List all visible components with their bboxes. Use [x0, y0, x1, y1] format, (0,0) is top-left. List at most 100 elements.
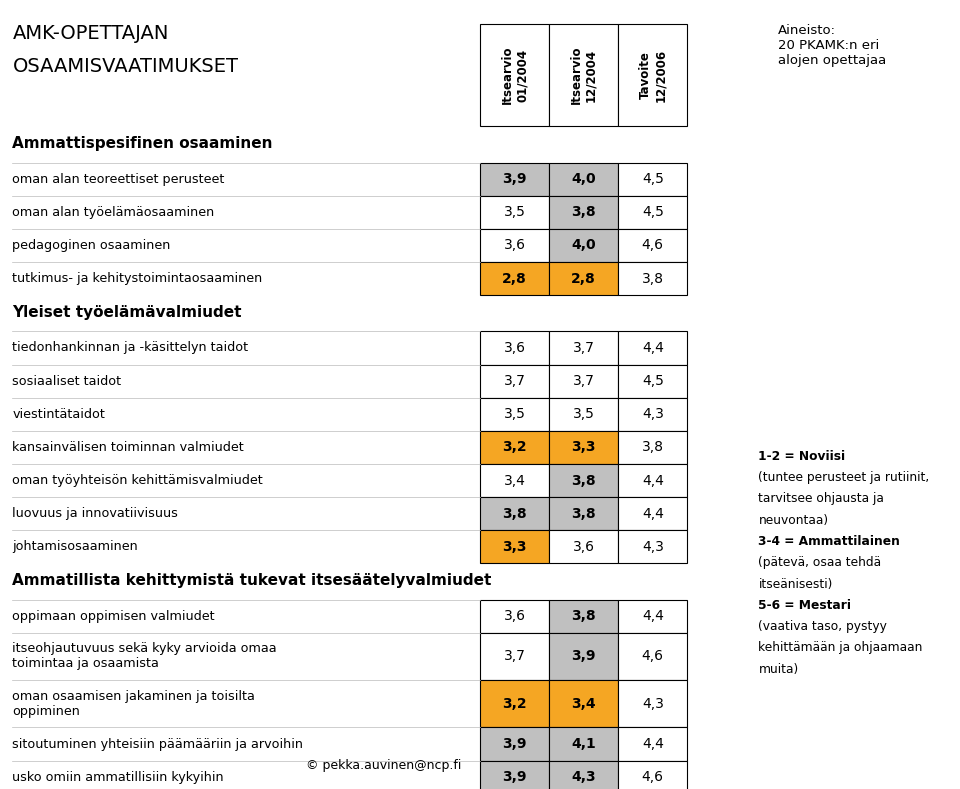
Text: 3,6: 3,6 [573, 540, 594, 554]
Bar [480, 431, 549, 464]
Text: 4,0: 4,0 [571, 238, 596, 252]
Text: oman työyhteisön kehittämisvalmiudet: oman työyhteisön kehittämisvalmiudet [12, 474, 263, 487]
Text: 4,4: 4,4 [642, 507, 663, 521]
Text: 3,8: 3,8 [502, 507, 527, 521]
Text: sosiaaliset taidot: sosiaaliset taidot [12, 375, 122, 387]
Text: 3,4: 3,4 [504, 473, 525, 488]
Bar [480, 680, 549, 727]
Bar [480, 530, 549, 563]
Bar [549, 761, 618, 789]
Text: 3,7: 3,7 [504, 649, 525, 664]
Bar [549, 365, 618, 398]
Bar [618, 365, 687, 398]
Text: oppimaan oppimisen valmiudet: oppimaan oppimisen valmiudet [12, 610, 215, 623]
Text: pedagoginen osaaminen: pedagoginen osaaminen [12, 239, 171, 252]
Text: 4,6: 4,6 [642, 649, 663, 664]
Text: Aineisto:
20 PKAMK:n eri
alojen opettajaa: Aineisto: 20 PKAMK:n eri alojen opettaja… [778, 24, 886, 66]
Text: 3,6: 3,6 [504, 238, 525, 252]
Text: 3,5: 3,5 [504, 205, 525, 219]
Text: 3,8: 3,8 [571, 205, 596, 219]
Bar [480, 24, 549, 126]
Bar [549, 24, 618, 126]
Bar [480, 633, 549, 680]
Text: 4,6: 4,6 [642, 770, 663, 784]
Bar [618, 600, 687, 633]
Text: 4,5: 4,5 [642, 374, 663, 388]
Text: 3,3: 3,3 [571, 440, 596, 454]
Text: tutkimus- ja kehitystoimintaosaaminen: tutkimus- ja kehitystoimintaosaaminen [12, 272, 263, 285]
Text: oman osaamisen jakaminen ja toisilta
oppiminen: oman osaamisen jakaminen ja toisilta opp… [12, 690, 255, 718]
Text: oman alan teoreettiset perusteet: oman alan teoreettiset perusteet [12, 173, 225, 185]
Text: 3,8: 3,8 [642, 271, 663, 286]
Bar [549, 163, 618, 196]
Bar [618, 262, 687, 295]
Bar [549, 331, 618, 365]
Text: AMK-OPETTAJAN: AMK-OPETTAJAN [12, 24, 169, 43]
Text: neuvontaa): neuvontaa) [758, 514, 828, 526]
Bar [618, 398, 687, 431]
Text: 3,6: 3,6 [504, 341, 525, 355]
Bar [549, 398, 618, 431]
Bar [549, 196, 618, 229]
Text: 4,4: 4,4 [642, 473, 663, 488]
Text: 4,3: 4,3 [571, 770, 596, 784]
Text: 2,8: 2,8 [571, 271, 596, 286]
Text: Yleiset työelämävalmiudet: Yleiset työelämävalmiudet [12, 305, 242, 320]
Text: 4,1: 4,1 [571, 737, 596, 751]
Text: Ammattispesifinen osaaminen: Ammattispesifinen osaaminen [12, 136, 273, 151]
Text: 4,6: 4,6 [642, 238, 663, 252]
Text: 3,2: 3,2 [502, 697, 527, 711]
Text: 3-4 = Ammattilainen: 3-4 = Ammattilainen [758, 535, 900, 548]
Text: 3,8: 3,8 [571, 609, 596, 623]
Text: 3,7: 3,7 [573, 341, 594, 355]
Bar [480, 163, 549, 196]
Text: 3,8: 3,8 [571, 473, 596, 488]
Text: 3,7: 3,7 [504, 374, 525, 388]
Bar [618, 680, 687, 727]
Text: 3,8: 3,8 [642, 440, 663, 454]
Bar [618, 727, 687, 761]
Text: 3,9: 3,9 [502, 172, 527, 186]
Bar [549, 600, 618, 633]
Text: muita): muita) [758, 663, 799, 675]
Text: 3,5: 3,5 [504, 407, 525, 421]
Text: 4,4: 4,4 [642, 341, 663, 355]
Text: 3,7: 3,7 [573, 374, 594, 388]
Bar [618, 761, 687, 789]
Text: Ammatillista kehittymistä tukevat itsesäätelyvalmiudet: Ammatillista kehittymistä tukevat itsesä… [12, 573, 492, 588]
Bar [549, 497, 618, 530]
Text: 4,4: 4,4 [642, 737, 663, 751]
Text: 4,5: 4,5 [642, 172, 663, 186]
Text: luovuus ja innovatiivisuus: luovuus ja innovatiivisuus [12, 507, 179, 520]
Text: viestintätaidot: viestintätaidot [12, 408, 106, 421]
Bar [618, 229, 687, 262]
Bar [618, 163, 687, 196]
Text: 4,3: 4,3 [642, 407, 663, 421]
Text: 5-6 = Mestari: 5-6 = Mestari [758, 599, 852, 611]
Bar [549, 431, 618, 464]
Text: tiedonhankinnan ja -käsittelyn taidot: tiedonhankinnan ja -käsittelyn taidot [12, 342, 249, 354]
Text: kehittämään ja ohjaamaan: kehittämään ja ohjaamaan [758, 641, 923, 654]
Text: 3,9: 3,9 [502, 770, 527, 784]
Bar [618, 431, 687, 464]
Bar [480, 727, 549, 761]
Bar [480, 229, 549, 262]
Bar [480, 761, 549, 789]
Bar [549, 633, 618, 680]
Bar [618, 464, 687, 497]
Bar [618, 633, 687, 680]
Text: 4,3: 4,3 [642, 540, 663, 554]
Bar [480, 600, 549, 633]
Text: johtamisosaaminen: johtamisosaaminen [12, 540, 138, 553]
Text: 3,3: 3,3 [502, 540, 527, 554]
Bar [549, 464, 618, 497]
Bar [618, 24, 687, 126]
Text: 4,4: 4,4 [642, 609, 663, 623]
Bar [549, 229, 618, 262]
Text: 3,8: 3,8 [571, 507, 596, 521]
Text: 3,9: 3,9 [502, 737, 527, 751]
Text: kansainvälisen toiminnan valmiudet: kansainvälisen toiminnan valmiudet [12, 441, 244, 454]
Bar [618, 530, 687, 563]
Text: 3,2: 3,2 [502, 440, 527, 454]
Bar [549, 262, 618, 295]
